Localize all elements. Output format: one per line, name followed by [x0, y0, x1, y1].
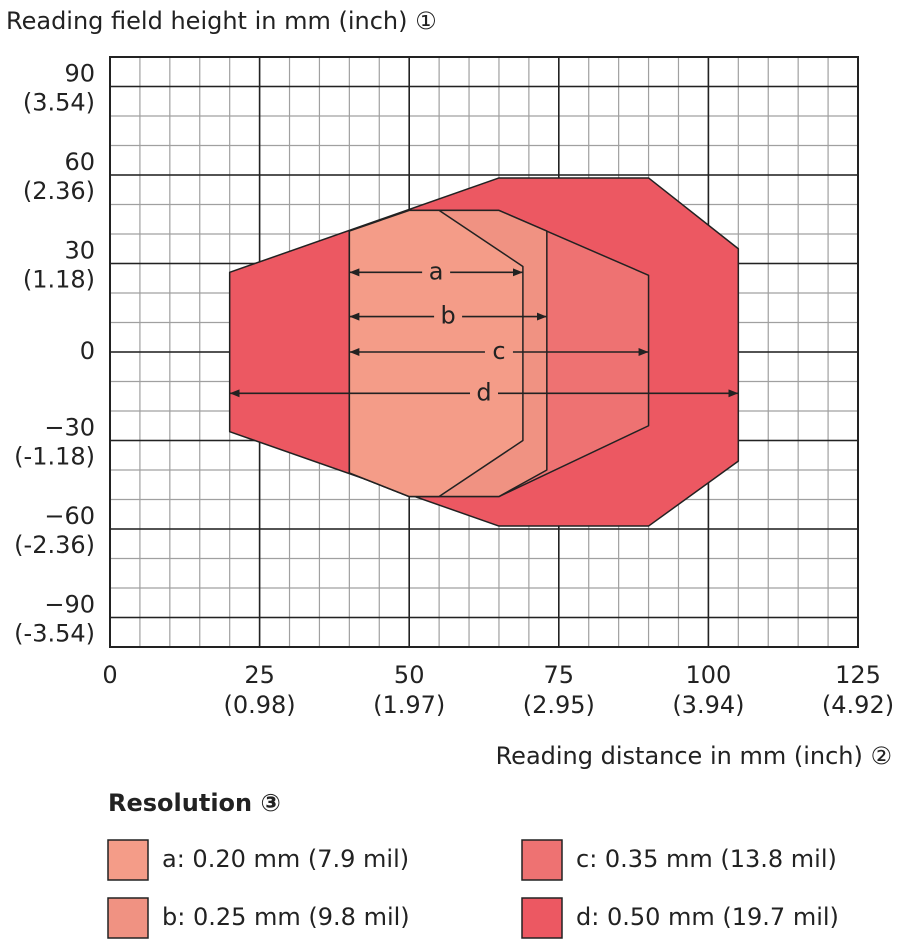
x-tick-inch-label: (2.95) — [523, 691, 595, 719]
y-tick-inch-label: (2.36) — [23, 177, 95, 205]
reading-field — [348, 209, 524, 498]
y-tick-inch-label: (3.54) — [23, 89, 95, 117]
dimension-label: b — [440, 302, 455, 330]
y-tick-label: 60 — [64, 148, 95, 176]
y-tick-inch-label: (-3.54) — [14, 620, 95, 648]
y-tick-label: 30 — [64, 237, 95, 265]
x-tick-label: 50 — [394, 661, 425, 689]
legend-label: a: 0.20 mm (7.9 mil) — [162, 845, 409, 873]
x-axis-title: Reading distance in mm (inch) ② — [496, 742, 892, 770]
y-tick-label: 0 — [80, 337, 95, 365]
y-tick-label: −90 — [44, 591, 95, 619]
x-tick-label: 25 — [244, 661, 275, 689]
legend-title: Resolution ③ — [108, 789, 281, 817]
x-tick-inch-label: (4.92) — [822, 691, 894, 719]
y-tick-inch-label: (-1.18) — [14, 443, 95, 471]
y-tick-inch-label: (1.18) — [23, 266, 95, 294]
plot-frame — [109, 56, 859, 648]
x-tick-label: 75 — [544, 661, 575, 689]
legend-swatch — [107, 897, 149, 939]
legend-swatch — [521, 839, 563, 881]
legend-label: d: 0.50 mm (19.7 mil) — [576, 903, 839, 931]
legend-label: b: 0.25 mm (9.8 mil) — [162, 903, 410, 931]
legend-label: c: 0.35 mm (13.8 mil) — [576, 845, 837, 873]
legend-swatch — [521, 897, 563, 939]
y-tick-inch-label: (-2.36) — [14, 531, 95, 559]
x-tick-label: 100 — [685, 661, 731, 689]
y-tick-label: 90 — [64, 60, 95, 88]
dimension-label: d — [476, 378, 491, 406]
dimension-label: a — [429, 257, 444, 285]
y-tick-label: −60 — [44, 502, 95, 530]
x-tick-label: 125 — [835, 661, 881, 689]
x-tick-inch-label: (1.97) — [373, 691, 445, 719]
legend-swatch — [107, 839, 149, 881]
x-tick-inch-label: (0.98) — [224, 691, 296, 719]
x-tick-label: 0 — [102, 661, 117, 689]
x-tick-inch-label: (3.94) — [672, 691, 744, 719]
y-tick-label: −30 — [44, 414, 95, 442]
dimension-label: c — [492, 337, 505, 365]
y-axis-title: Reading field height in mm (inch) ① — [6, 7, 437, 35]
